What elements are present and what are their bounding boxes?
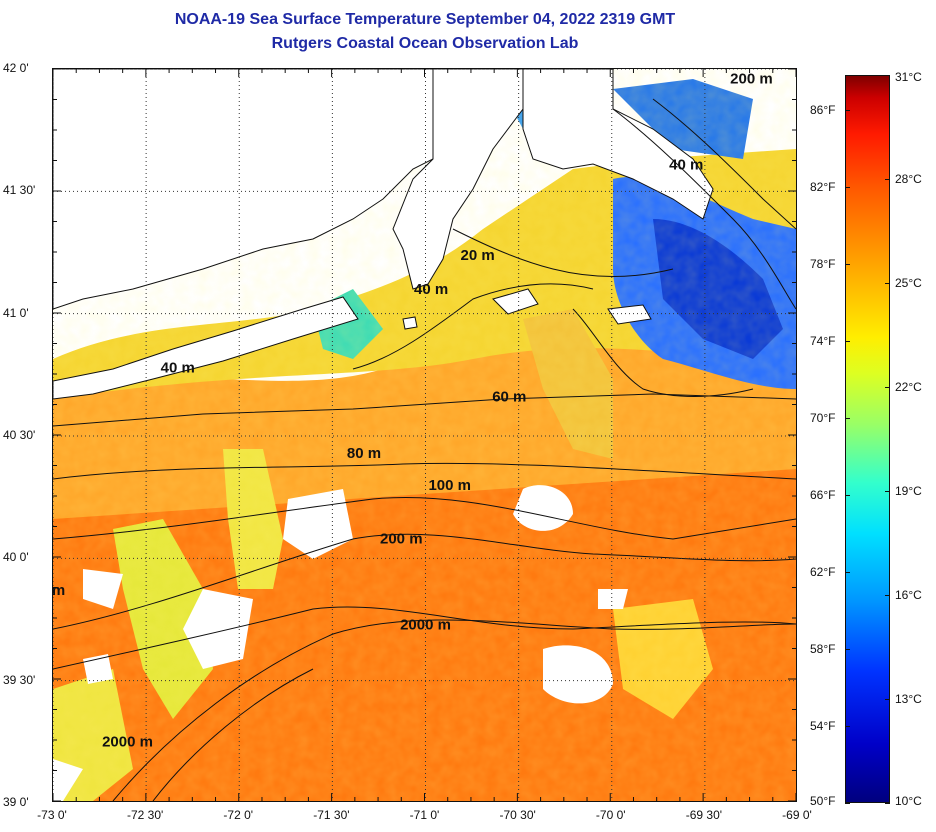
map-subtitle: Rutgers Coastal Ocean Observation Lab [271, 35, 579, 52]
contour-label: 200 m [730, 71, 773, 88]
map-title: NOAA-19 Sea Surface Temperature Septembe… [174, 11, 676, 28]
fahrenheit-tick [845, 417, 850, 419]
celsius-tick [885, 179, 890, 180]
lon-label: -73 0' [37, 808, 67, 822]
celsius-label: 31°C [895, 70, 922, 84]
sst-map[interactable]: 20 m 40 m 40 m 60 m 80 m 100 m 200 m 2000 m 200 … [52, 68, 797, 802]
lon-label: -71 0' [409, 808, 440, 822]
lat-label: 42 0' [3, 61, 29, 75]
celsius-tick [885, 75, 890, 76]
celsius-label: 19°C [895, 484, 922, 498]
contour-label: 60 m [492, 389, 526, 406]
celsius-tick [885, 491, 890, 492]
colorbar-gradient [846, 76, 889, 802]
celsius-label: 10°C [895, 794, 922, 808]
contour-label: 40 m [669, 156, 703, 173]
celsius-tick [885, 595, 890, 596]
contour-labels: 20 m 40 m 40 m 60 m 80 m 100 m 200 m 2000 m 200 … [53, 71, 773, 751]
fahrenheit-tick [845, 571, 850, 573]
lon-label: -71 30' [313, 808, 350, 822]
lat-label: 41 30' [3, 183, 36, 198]
fahrenheit-tick [845, 186, 850, 188]
lat-label: 40 30' [3, 428, 36, 442]
long-island-and-coast [53, 69, 434, 310]
fahrenheit-tick [845, 263, 850, 265]
nantucket [607, 304, 652, 325]
lon-label: -72 30' [126, 808, 164, 822]
fahrenheit-label: 50°F [810, 794, 836, 808]
fahrenheit-label: 58°F [810, 641, 836, 656]
contour-label: 80 m [347, 445, 381, 462]
fahrenheit-label: 78°F [810, 256, 836, 271]
lon-label: -72 0' [223, 808, 254, 822]
celsius-label: 16°C [895, 588, 922, 602]
bathymetry-contours [53, 98, 796, 801]
long-island [53, 296, 359, 400]
lat-label: 39 30' [3, 672, 36, 687]
contour-label: 200 m [380, 531, 423, 548]
frame-ticks [53, 69, 796, 801]
fahrenheit-tick [845, 803, 850, 804]
fahrenheit-tick [845, 494, 850, 496]
cloud-patches [53, 485, 628, 801]
fahrenheit-label: 54°F [810, 718, 836, 733]
lon-label: -70 30' [499, 808, 536, 822]
fahrenheit-tick [845, 648, 850, 650]
fahrenheit-label: 70°F [810, 410, 836, 425]
celsius-label: 22°C [895, 380, 922, 394]
fahrenheit-tick [845, 109, 850, 111]
fahrenheit-label: 74°F [810, 333, 836, 348]
celsius-label: 13°C [895, 692, 922, 706]
contour-label: 2000 m [400, 616, 451, 633]
contour-label: 40 m [161, 359, 195, 376]
contour-label: 2000 m [102, 734, 153, 751]
colorbar [845, 75, 890, 803]
celsius-tick [885, 699, 890, 700]
lat-label: 41 0' [3, 305, 29, 320]
fahrenheit-label: 66°F [810, 487, 836, 502]
lon-label: -69 30' [685, 808, 723, 822]
block-island [402, 316, 418, 330]
celsius-label: 25°C [895, 276, 922, 290]
fahrenheit-label: 86°F [810, 102, 836, 117]
lat-label: 39 0' [3, 795, 29, 809]
contour-label: m [53, 582, 65, 599]
fahrenheit-label: 82°F [810, 179, 836, 194]
celsius-tick [885, 283, 890, 284]
cape-cod [522, 69, 714, 220]
marthas-vineyard [492, 288, 539, 315]
fahrenheit-label: 62°F [810, 564, 836, 579]
celsius-label: 28°C [895, 172, 922, 186]
fahrenheit-tick [845, 340, 850, 342]
celsius-tick [885, 387, 890, 388]
fahrenheit-tick [845, 725, 850, 727]
contour-label: 100 m [428, 477, 471, 494]
contour-label: 20 m [461, 247, 495, 264]
lat-label: 40 0' [3, 550, 29, 565]
lon-label: -69 0' [782, 808, 812, 822]
celsius-tick [885, 803, 890, 804]
land-masses [53, 69, 714, 400]
contour-label: 40 m [414, 281, 448, 298]
lon-label: -70 0' [595, 808, 626, 822]
sst-map-canvas: 20 m 40 m 40 m 60 m 80 m 100 m 200 m 2000 m 200 … [53, 69, 796, 801]
